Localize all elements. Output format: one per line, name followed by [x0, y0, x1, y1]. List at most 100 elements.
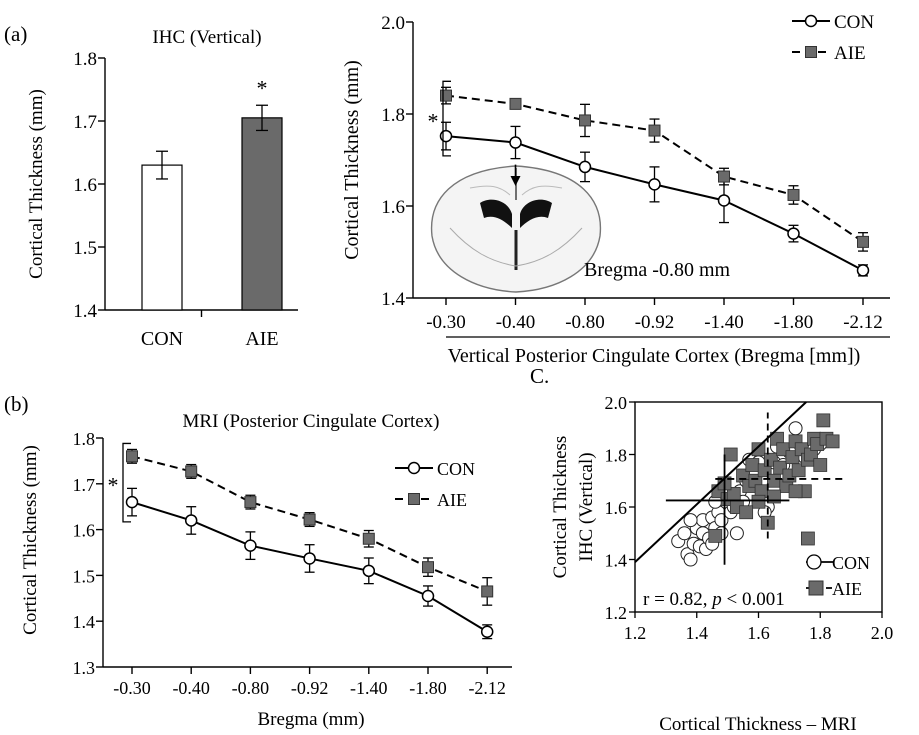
brain-outline: [430, 165, 602, 293]
mri-line-point-aie: [422, 561, 434, 574]
bregma-annotation: Bregma -0.80 mm: [584, 259, 731, 281]
scatter-point-con: [683, 513, 698, 528]
scatter-points: [671, 413, 840, 567]
correlation-annotation-part: p: [710, 589, 722, 610]
brain-left-ventricle: [480, 199, 512, 228]
scatter-legend-label: CON: [832, 553, 870, 573]
mri-line-point-aie: [185, 465, 198, 478]
ihc-bar-chart: 1.4 1.5 1.6 1.7 1.8 CON AIE * IHC (Vertical) Cort…: [26, 27, 298, 350]
ihc-line-point-con: [648, 178, 661, 191]
mri-line-point-aie: [126, 450, 138, 463]
scatter-y-tick-label: 1.6: [605, 498, 628, 518]
ihc-line-y-label: Cortical Thickness (mm): [341, 60, 363, 260]
ihc-bar-y-label: Cortical Thickness (mm): [26, 89, 47, 279]
bar-category-label: AIE: [245, 328, 278, 350]
ihc-bar-y-tick-label: 1.5: [73, 238, 97, 259]
ihc-line-point-con: [578, 160, 592, 174]
correlation-annotation: r = 0.82, p < 0.001: [643, 589, 785, 610]
ihc-line-point-aie: [509, 97, 522, 110]
ihc-line-x-tick-label: -1.40: [704, 312, 744, 333]
brain-right-ventricle: [520, 199, 552, 228]
ihc-line-bracket: [442, 80, 451, 157]
ihc-bar-title: IHC (Vertical): [152, 27, 261, 48]
mri-line-point-con: [244, 539, 257, 552]
mri-line-bracket: [122, 442, 131, 523]
scatter-point-aie: [788, 484, 803, 499]
mri-line-point-con: [125, 495, 139, 509]
mri-line-x-tick-label: -0.92: [291, 678, 329, 698]
mri-line-x-tick-label: -1.80: [409, 678, 447, 698]
ihc-line-point-con: [856, 264, 870, 277]
mri-line-point-aie: [362, 532, 375, 545]
ihc-line-point-aie: [718, 170, 730, 183]
mri-line-significance-star: *: [108, 473, 119, 498]
significance-star: *: [257, 75, 268, 100]
ihc-line-legend-marker-con: [804, 14, 818, 28]
mri-line-y-tick-label: 1.6: [73, 521, 96, 541]
bar-aie: [241, 117, 283, 311]
scatter-point-con: [677, 526, 692, 541]
scatter-point-aie: [723, 447, 738, 462]
ihc-line-legend-marker-aie: [805, 46, 817, 58]
bar-con: [141, 164, 183, 311]
brain-contour: [449, 227, 583, 267]
scatter-point-aie: [708, 528, 723, 543]
scatter-point-aie: [825, 434, 840, 449]
ihc-bar-y-tick-label: 1.7: [73, 112, 97, 133]
mri-line-point-aie: [303, 513, 316, 526]
scatter-y-tick-label: 2.0: [605, 393, 628, 413]
ihc-line-y-tick-label: 1.4: [381, 289, 405, 310]
scatter-y-tick-label: 1.4: [605, 551, 628, 571]
mri-line-y-tick-label: 1.5: [73, 566, 96, 586]
scatter-y-tick-label: 1.8: [605, 446, 628, 466]
mri-line-point-con: [362, 564, 376, 578]
mri-line-point-con: [184, 514, 198, 527]
panel-a-label: (a): [4, 22, 27, 46]
scatter-x-tick-label: 1.8: [809, 623, 832, 643]
scatter-point-con: [788, 421, 803, 436]
scatter-y-tick-label: 1.2: [605, 603, 628, 623]
scatter-point-aie: [791, 463, 806, 478]
brain-section-illustration: [430, 165, 602, 293]
ihc-line-point-aie: [857, 235, 869, 248]
ihc-line-point-con: [717, 194, 731, 207]
correlation-annotation-part: r = 0.82,: [643, 589, 712, 610]
ihc-line-point-aie: [648, 124, 661, 137]
scatter-legend-marker-con: [806, 554, 822, 570]
ihc-line-point-con: [787, 227, 800, 240]
ihc-line-y-tick-label: 1.6: [381, 197, 405, 218]
scatter-x-tick-label: 1.4: [686, 623, 709, 643]
ihc-line-x-tick-label: -1.80: [774, 312, 814, 333]
scatter-y-label-line1: Cortical Thickness: [550, 436, 571, 579]
mri-line-legend-label: CON: [437, 459, 475, 479]
ihc-line-y-tick-label: 1.8: [381, 105, 405, 126]
ihc-line-chart: 1.4 1.6 1.8 2.0 -0.30 -0.40 -0.80 -0.92 -1.40 -1.…: [341, 12, 890, 367]
mri-line-point-con: [421, 589, 435, 603]
ihc-bar-y-tick-label: 1.4: [73, 301, 97, 322]
scatter-chart: 1.2 1.4 1.6 1.8 2.0 1.2 1.4 1.6 1.8 2.0 CON AIE r = …: [550, 393, 893, 735]
mri-line-x-tick-label: -0.40: [172, 678, 210, 698]
ihc-line-legend-label: CON: [834, 12, 874, 33]
mri-line-x-tick-label: -2.12: [468, 678, 506, 698]
ihc-line-x-tick-label: -0.30: [426, 312, 466, 333]
ihc-bar-y-tick-label: 1.8: [73, 49, 97, 70]
ihc-line-point-aie: [787, 188, 800, 201]
ihc-line-point-con: [509, 136, 522, 149]
mri-line-point-con: [303, 552, 316, 565]
scatter-point-aie: [751, 494, 766, 509]
correlation-annotation-part: < 0.001: [722, 589, 785, 610]
panel-c-label: C.: [530, 364, 549, 388]
bregma-arrowhead: [510, 176, 521, 186]
scatter-point-aie: [816, 413, 831, 428]
ihc-line-point-aie: [440, 89, 452, 102]
scatter-point-aie: [801, 531, 815, 546]
mri-line-y-label: Cortical Thickness (mm): [20, 445, 41, 635]
scatter-x-tick-label: 1.6: [747, 623, 770, 643]
scatter-x-tick-label: 2.0: [871, 623, 894, 643]
scatter-point-aie: [751, 442, 766, 457]
ihc-line-x-tick-label: -0.40: [496, 312, 536, 333]
mri-line-y-tick-label: 1.7: [73, 475, 96, 495]
mri-line-title: MRI (Posterior Cingulate Cortex): [183, 411, 440, 432]
regression-line: [634, 401, 807, 563]
